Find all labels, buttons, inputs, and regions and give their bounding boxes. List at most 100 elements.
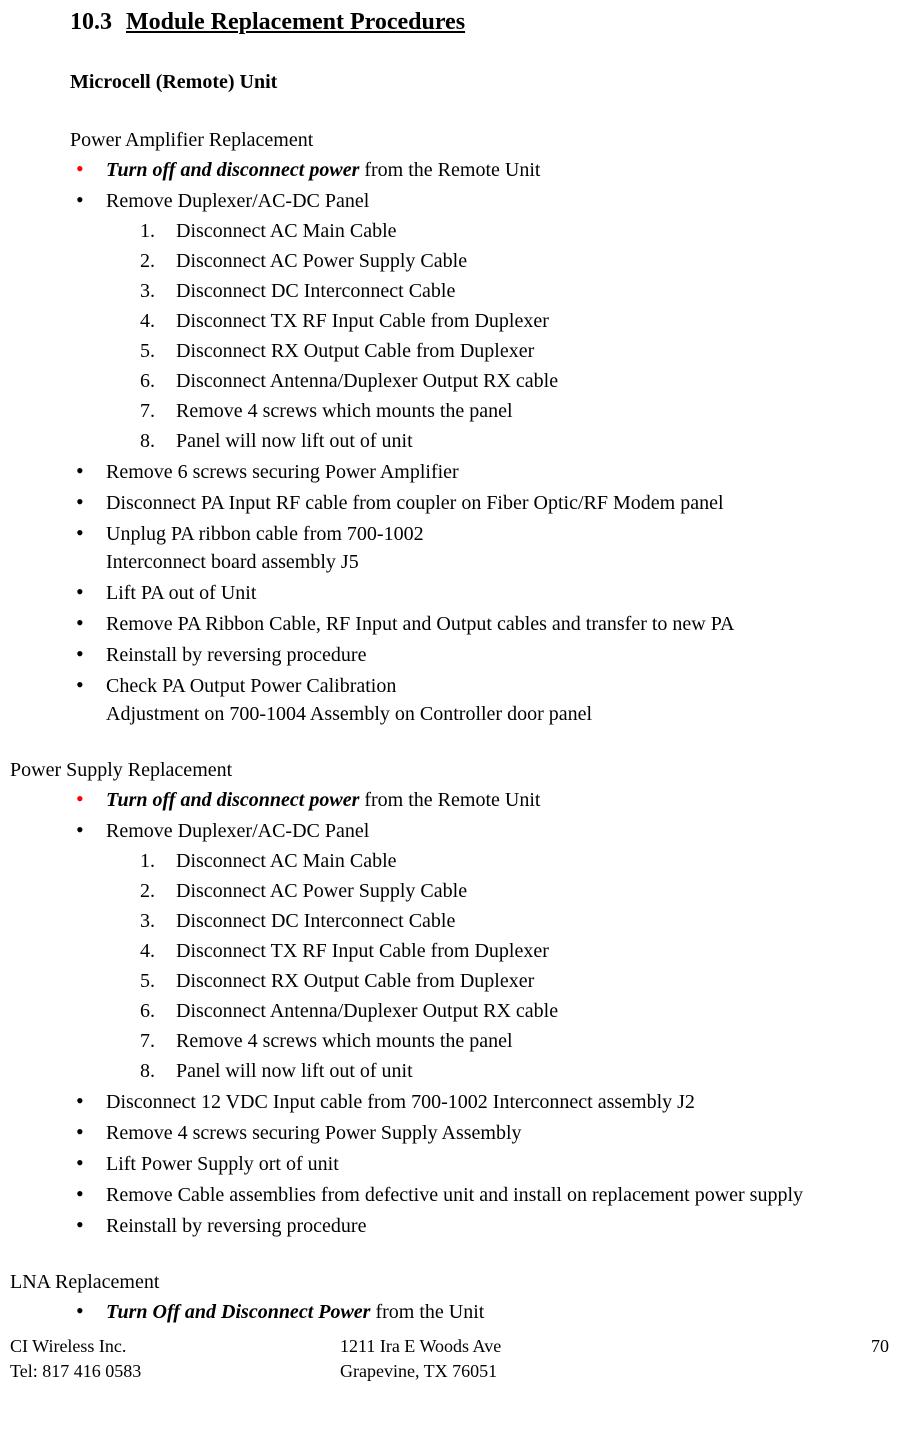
plain-text: from the Remote Unit: [359, 789, 540, 811]
numbered-item: 6.Disconnect Antenna/Duplexer Output RX …: [140, 367, 889, 395]
numbered-text: Disconnect DC Interconnect Cable: [176, 910, 455, 932]
list-number: 7.: [140, 1027, 155, 1055]
numbered-text: Disconnect AC Main Cable: [176, 850, 397, 872]
numbered-item: 3. Disconnect DC Interconnect Cable: [140, 907, 889, 935]
numbered-item: 3. Disconnect DC Interconnect Cable: [140, 277, 889, 305]
bullet-item: Remove 6 screws securing Power Amplifier: [70, 458, 889, 486]
bullet-text: Remove 4 screws securing Power Supply As…: [106, 1122, 522, 1144]
page-footer: CI Wireless Inc. Tel: 817 416 0583 1211 …: [0, 1334, 899, 1394]
plain-text: Reinstall by reversing procedure: [106, 644, 366, 666]
plain-text: Disconnect PA Input RF cable from couple…: [106, 492, 724, 514]
bullet-item: Remove Cable assemblies from defective u…: [70, 1181, 889, 1209]
plain-text: from the Unit: [370, 1301, 484, 1323]
list-number: 3.: [140, 907, 155, 935]
numbered-text: Disconnect AC Power Supply Cable: [176, 880, 467, 902]
numbered-text: Disconnect Antenna/Duplexer Output RX ca…: [176, 370, 558, 392]
list-number: 8.: [140, 1057, 155, 1085]
bullet-text: Turn Off and Disconnect Power from the U…: [106, 1301, 484, 1323]
plain-text: Unplug PA ribbon cable from 700-1002: [106, 523, 424, 545]
bullet-list: Turn off and disconnect power from the R…: [70, 156, 889, 728]
bullet-item: Remove PA Ribbon Cable, RF Input and Out…: [70, 610, 889, 638]
bullet-item: Turn off and disconnect power from the R…: [70, 786, 889, 814]
footer-address-1: 1211 Ira E Woods Ave: [340, 1334, 849, 1359]
bullet-item: Turn off and disconnect power from the R…: [70, 156, 889, 184]
bullet-text: Turn off and disconnect power from the R…: [106, 159, 540, 181]
numbered-item: 8. Panel will now lift out of unit: [140, 1057, 889, 1085]
numbered-text: Panel will now lift out of unit: [176, 1060, 413, 1082]
heading-title: Module Replacement Procedures: [126, 6, 465, 40]
list-number: 4.: [140, 307, 155, 335]
numbered-text: Disconnect AC Power Supply Cable: [176, 250, 467, 272]
bullet-text: Lift PA out of Unit: [106, 582, 256, 604]
footer-company: CI Wireless Inc.: [10, 1334, 340, 1359]
plain-text: Remove Cable assemblies from defective u…: [106, 1184, 803, 1206]
bullet-item: Remove 4 screws securing Power Supply As…: [70, 1119, 889, 1147]
list-number: 1.: [140, 217, 155, 245]
bullet-item: Unplug PA ribbon cable from 700-1002 Inte…: [70, 520, 889, 576]
footer-tel: Tel: 817 416 0583: [10, 1359, 340, 1384]
numbered-item: 2.Disconnect AC Power Supply Cable: [140, 247, 889, 275]
section-label: Power Supply Replacement: [10, 756, 889, 784]
numbered-text: Remove 4 screws which mounts the panel: [176, 1030, 513, 1052]
bullet-text: Remove 6 screws securing Power Amplifier: [106, 461, 459, 483]
footer-left: CI Wireless Inc. Tel: 817 416 0583: [10, 1334, 340, 1384]
numbered-item: 7. Remove 4 screws which mounts the panel: [140, 397, 889, 425]
list-number: 8.: [140, 427, 155, 455]
numbered-text: Disconnect DC Interconnect Cable: [176, 280, 455, 302]
bullet-item: Remove Duplexer/AC-DC Panel 1. Disconnect …: [70, 187, 889, 455]
numbered-text: Panel will now lift out of unit: [176, 430, 413, 452]
plain-text: Lift PA out of Unit: [106, 582, 256, 604]
numbered-item: 2. Disconnect AC Power Supply Cable: [140, 877, 889, 905]
plain-text: Remove Duplexer/AC-DC Panel: [106, 820, 369, 842]
subheading: Microcell (Remote) Unit: [70, 68, 889, 96]
plain-text: Lift Power Supply ort of unit: [106, 1153, 339, 1175]
bullet-item: Reinstall by reversing procedure: [70, 1212, 889, 1240]
plain-text: Remove 4 screws securing Power Supply As…: [106, 1122, 522, 1144]
footer-address-2: Grapevine, TX 76051: [340, 1359, 849, 1384]
trailing-text: Interconnect board assembly J5: [106, 551, 359, 573]
plain-text: Check PA Output Power Calibration: [106, 675, 396, 697]
list-number: 5.: [140, 967, 155, 995]
section-label: Power Amplifier Replacement: [70, 126, 889, 154]
bullet-list: Turn Off and Disconnect Power from the U…: [70, 1298, 889, 1326]
numbered-text: Disconnect RX Output Cable from Duplexer: [176, 970, 534, 992]
list-number: 4.: [140, 937, 155, 965]
list-number: 5.: [140, 337, 155, 365]
document-page: 10.3 Module Replacement Procedures Micro…: [0, 0, 899, 1400]
plain-text: Remove Duplexer/AC-DC Panel: [106, 190, 369, 212]
numbered-item: 5. Disconnect RX Output Cable from Duplex…: [140, 967, 889, 995]
bullet-item: Lift Power Supply ort of unit: [70, 1150, 889, 1178]
plain-text: from the Remote Unit: [359, 159, 540, 181]
emphasis-text: Turn off and disconnect power: [106, 159, 359, 181]
bullet-item: Turn Off and Disconnect Power from the U…: [70, 1298, 889, 1326]
numbered-list: 1.Disconnect AC Main Cable2. Disconnect A…: [140, 847, 889, 1085]
bullet-text: Turn off and disconnect power from the R…: [106, 789, 540, 811]
bullet-item: Reinstall by reversing procedure: [70, 641, 889, 669]
bullet-item: Disconnect PA Input RF cable from couple…: [70, 489, 889, 517]
heading-number: 10.3: [70, 6, 112, 40]
numbered-item: 4. Disconnect TX RF Input Cable from Dupl…: [140, 307, 889, 335]
bullet-item: Lift PA out of Unit: [70, 579, 889, 607]
bullet-item: Remove Duplexer/AC-DC Panel 1.Disconnect …: [70, 817, 889, 1085]
numbered-text: Disconnect RX Output Cable from Duplexer: [176, 340, 534, 362]
numbered-list: 1. Disconnect AC Main Cable 2.Disconnect A…: [140, 217, 889, 455]
numbered-text: Disconnect TX RF Input Cable from Duplex…: [176, 940, 549, 962]
bullet-text: Check PA Output Power Calibration: [106, 675, 396, 697]
bullet-text: Disconnect PA Input RF cable from couple…: [106, 492, 724, 514]
numbered-text: Disconnect AC Main Cable: [176, 220, 397, 242]
list-number: 3.: [140, 277, 155, 305]
numbered-text: Disconnect TX RF Input Cable from Duplex…: [176, 310, 549, 332]
numbered-item: 1.Disconnect AC Main Cable: [140, 847, 889, 875]
sections-container: Power Amplifier Replacement Turn off and …: [70, 126, 889, 1326]
bullet-text: Unplug PA ribbon cable from 700-1002: [106, 523, 424, 545]
trailing-text: Adjustment on 700-1004 Assembly on Contr…: [106, 703, 592, 725]
numbered-text: Remove 4 screws which mounts the panel: [176, 400, 513, 422]
emphasis-text: Turn Off and Disconnect Power: [106, 1301, 370, 1323]
list-number: 2.: [140, 877, 155, 905]
footer-page-number: 70: [849, 1334, 889, 1384]
bullet-item: Disconnect 12 VDC Input cable from 700-1…: [70, 1088, 889, 1116]
bullet-text: Remove PA Ribbon Cable, RF Input and Out…: [106, 613, 734, 635]
list-number: 7.: [140, 397, 155, 425]
plain-text: Reinstall by reversing procedure: [106, 1215, 366, 1237]
numbered-item: 7. Remove 4 screws which mounts the panel: [140, 1027, 889, 1055]
